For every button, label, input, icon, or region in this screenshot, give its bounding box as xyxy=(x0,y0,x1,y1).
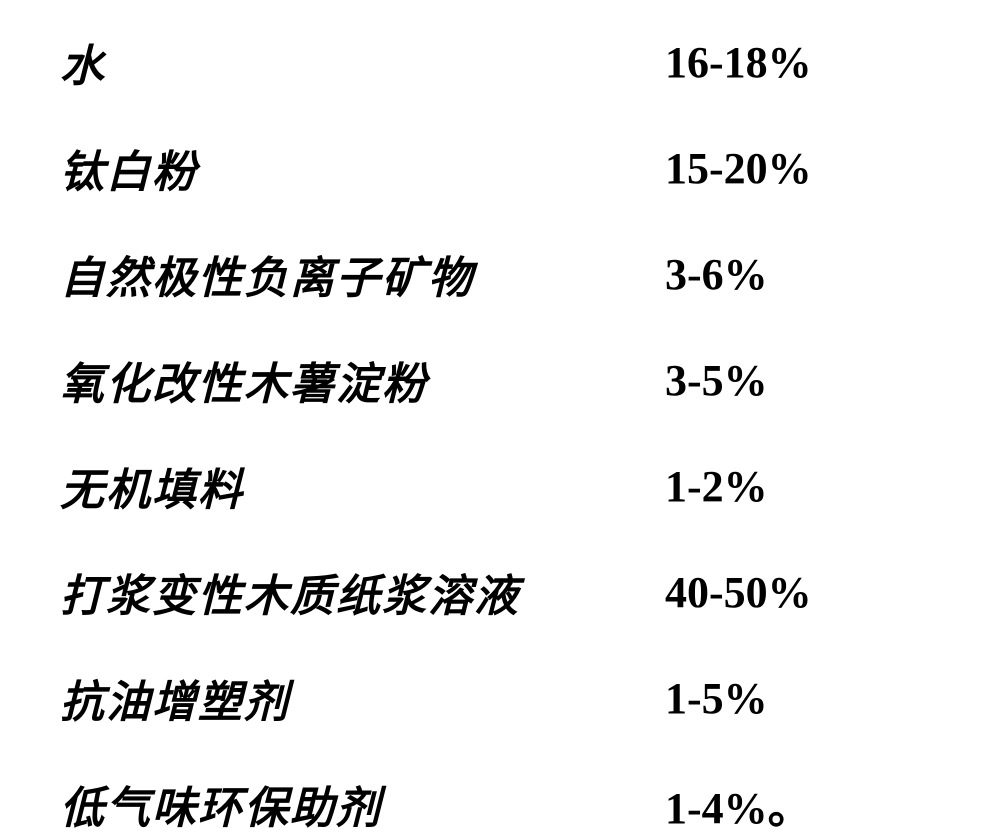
ingredient-value: 15-20% xyxy=(665,143,945,194)
ingredient-value: 40-50% xyxy=(665,567,945,618)
table-row: 氧化改性木薯淀粉 3-5% xyxy=(60,348,945,412)
table-row: 抗油增塑剂 1-5% xyxy=(60,666,945,730)
ingredient-label: 水 xyxy=(60,30,106,94)
ingredient-label: 无机填料 xyxy=(60,454,244,518)
table-row: 低气味环保助剂 1-4%。 xyxy=(60,772,945,836)
table-row: 水 16-18% xyxy=(60,30,945,94)
ingredient-label: 抗油增塑剂 xyxy=(60,666,290,730)
ingredient-label: 打浆变性木质纸浆溶液 xyxy=(60,560,520,624)
ingredient-value: 3-6% xyxy=(665,249,945,300)
composition-table: 水 16-18% 钛白粉 15-20% 自然极性负离子矿物 3-6% 氧化改性木… xyxy=(60,30,945,836)
ingredient-label: 氧化改性木薯淀粉 xyxy=(60,348,428,412)
table-row: 打浆变性木质纸浆溶液 40-50% xyxy=(60,560,945,624)
table-row: 自然极性负离子矿物 3-6% xyxy=(60,242,945,306)
ingredient-value: 3-5% xyxy=(665,355,945,406)
table-row: 无机填料 1-2% xyxy=(60,454,945,518)
ingredient-value: 16-18% xyxy=(665,37,945,88)
table-row: 钛白粉 15-20% xyxy=(60,136,945,200)
ingredient-label: 自然极性负离子矿物 xyxy=(60,242,474,306)
ingredient-value: 1-2% xyxy=(665,461,945,512)
ingredient-label: 钛白粉 xyxy=(60,136,198,200)
ingredient-value: 1-4%。 xyxy=(665,772,945,836)
ingredient-label: 低气味环保助剂 xyxy=(60,772,382,836)
ingredient-value: 1-5% xyxy=(665,673,945,724)
